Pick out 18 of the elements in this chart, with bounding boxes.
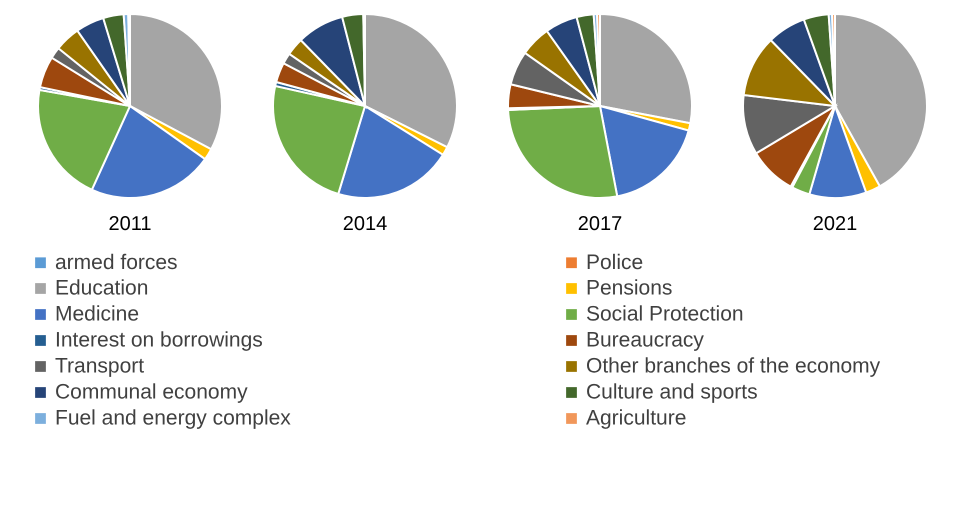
legend-label: Police: [586, 250, 644, 274]
legend-label: Social Protection: [586, 302, 744, 326]
legend-label: Culture and sports: [586, 380, 758, 404]
legend-label: Other branches of the economy: [586, 354, 881, 378]
legend-label: Fuel and energy complex: [55, 406, 292, 430]
legend-label: Pensions: [586, 276, 672, 300]
legend-label: Education: [55, 276, 148, 300]
text: 2011: [108, 213, 152, 235]
text: 2014: [342, 213, 388, 235]
text: 2021: [812, 213, 858, 235]
legend-label: Communal economy: [55, 380, 248, 404]
legend-label: Transport: [55, 354, 144, 378]
legend-label: Interest on borrowings: [55, 328, 263, 352]
text: 2017: [578, 213, 622, 235]
legend-label: Agriculture: [586, 406, 686, 430]
legend-label: Bureaucracy: [586, 328, 704, 352]
legend-label: armed forces: [55, 250, 178, 274]
legend-label: Medicine: [55, 302, 140, 326]
